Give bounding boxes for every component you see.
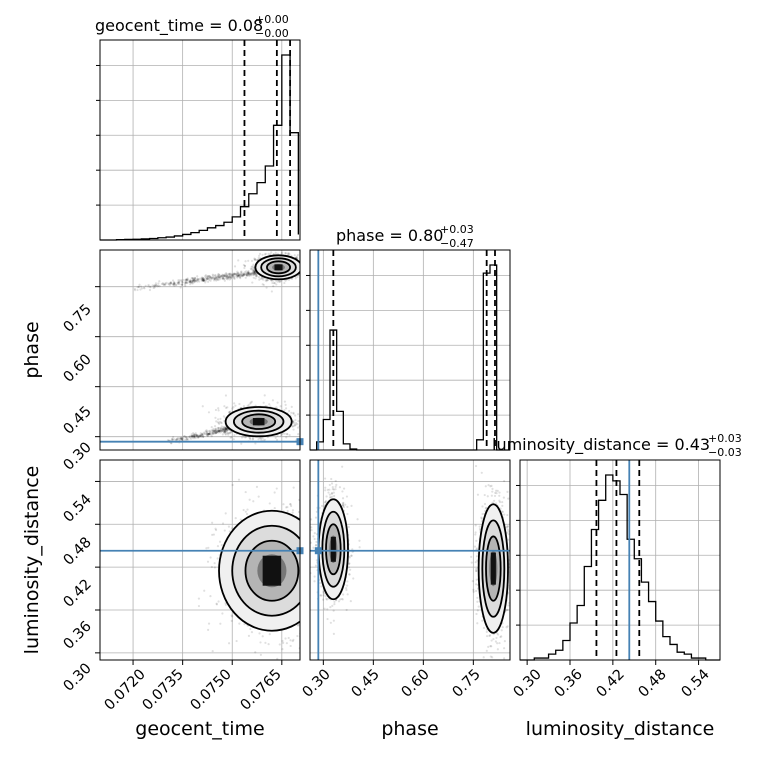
panels-layer: [95, 39, 721, 665]
panel-geocent-time-vs-luminosity-distance-mode-0-contour-1: [231, 524, 300, 617]
title-phase-plus: +0.03: [440, 223, 474, 236]
title-luminosity-distance-main: luminosity_distance = 0.43: [492, 435, 710, 455]
panel-phase-vs-luminosity-distance-mode-1-contour-2: [485, 535, 502, 602]
title-phase-main: phase = 0.80: [336, 226, 443, 245]
y-tick-label-phase-1: 0.45: [61, 404, 95, 438]
x-tick-label-geocent-time-2: 0.0750: [188, 667, 235, 714]
x-tick-label-luminosity-distance-1: 0.36: [552, 667, 586, 701]
y-tick-label-luminosity-distance-4: 0.54: [61, 492, 95, 526]
panel-geocent-time-vs-phase-mode-1-contour-1: [232, 409, 285, 434]
hist-phase-frame: [309, 249, 511, 451]
panel-phase-vs-luminosity-distance-mode-1-peak: [490, 552, 496, 585]
title-geocent-time-minus: −0.00: [255, 27, 289, 40]
panel-phase-vs-luminosity-distance-mode-0-contour-1: [321, 510, 346, 588]
hist-geocent-time-frame: [99, 39, 301, 241]
panel-phase-vs-luminosity-distance-frame: [309, 459, 511, 661]
hist-phase-steps: [310, 264, 510, 451]
panel-geocent-time-vs-phase-mode-0-contour-1: [260, 257, 297, 278]
panel-geocent-time-vs-phase-mode-1-contour-2: [241, 413, 277, 430]
panel-geocent-time-vs-luminosity-distance-mode-0-contour-2: [244, 539, 300, 602]
panel-geocent-time-vs-luminosity-distance-content: [197, 478, 300, 660]
title-phase-minus: −0.47: [440, 237, 474, 250]
x-axis-label-luminosity-distance: luminosity_distance: [526, 718, 715, 740]
y-tick-label-luminosity-distance-0: 0.30: [61, 661, 95, 695]
y-tick-label-phase-2: 0.60: [61, 352, 95, 386]
panel-phase-vs-luminosity-distance-mode-1-contour-0: [477, 503, 509, 634]
panel-geocent-time-vs-phase-mode-1-contour-0: [224, 406, 293, 438]
x-axis-label-phase: phase: [381, 718, 438, 740]
x-tick-label-geocent-time-0: 0.0720: [102, 667, 149, 714]
panel-geocent-time-vs-phase-content: [133, 251, 300, 445]
panel-phase-vs-luminosity-distance-mode-0-peak: [330, 536, 336, 562]
y-tick-label-luminosity-distance-1: 0.36: [61, 619, 95, 653]
x-tick-label-phase-3: 0.75: [450, 667, 484, 701]
hist-geocent-time-steps: [100, 54, 299, 241]
title-luminosity-distance-minus: −0.03: [708, 446, 742, 459]
x-tick-label-phase-2: 0.60: [399, 667, 433, 701]
x-tick-label-phase-1: 0.45: [349, 667, 383, 701]
y-tick-label-luminosity-distance-2: 0.42: [61, 577, 95, 611]
y-tick-label-phase-0: 0.30: [61, 440, 95, 474]
panel-geocent-time-vs-luminosity-distance-mode-0-contour-0: [218, 509, 300, 632]
title-geocent-time-main: geocent_time = 0.08: [95, 16, 263, 36]
panel-geocent-time-vs-phase-frame: [99, 249, 301, 451]
panel-phase-vs-luminosity-distance-content: [310, 464, 510, 660]
hist-luminosity-distance-steps: [520, 474, 720, 661]
x-tick-label-phase-0: 0.30: [300, 667, 334, 701]
title-luminosity-distance-plus: +0.03: [708, 432, 742, 445]
x-tick-label-geocent-time-3: 0.0765: [238, 667, 285, 714]
x-tick-label-geocent-time-1: 0.0735: [140, 667, 187, 714]
panel-phase-vs-luminosity-distance-mode-0-contour-2: [325, 523, 342, 576]
x-tick-label-luminosity-distance-3: 0.48: [636, 667, 670, 701]
panel-geocent-time-vs-phase-mode-0-contour-2: [266, 260, 291, 275]
x-tick-label-luminosity-distance-4: 0.54: [679, 667, 713, 701]
y-axis-label-phase: phase: [21, 321, 43, 378]
panel-phase-vs-luminosity-distance-truth-marker: [314, 547, 322, 555]
panel-geocent-time-vs-luminosity-distance-frame: [99, 459, 301, 661]
x-tick-label-luminosity-distance-2: 0.42: [594, 667, 628, 701]
panel-geocent-time-vs-phase-mode-0-peak: [274, 264, 283, 271]
y-tick-label-phase-3: 0.75: [61, 302, 95, 336]
title-geocent-time-plus: +0.00: [255, 13, 289, 26]
panel-geocent-time-vs-phase-mode-0-contour-0: [254, 254, 300, 281]
y-axis-label-luminosity-distance: luminosity_distance: [21, 466, 43, 655]
x-axis-label-geocent-time: geocent_time: [135, 718, 264, 740]
title-phase: phase = 0.80 +0.03 −0.47: [336, 223, 474, 250]
labels-layer: geocent_time = 0.08 +0.00 −0.00 phase = …: [21, 13, 742, 740]
y-tick-label-luminosity-distance-3: 0.48: [61, 535, 95, 569]
x-tick-label-luminosity-distance-0: 0.30: [511, 667, 545, 701]
grid-layer: [100, 40, 720, 660]
panel-geocent-time-vs-phase-mode-1-peak: [252, 418, 265, 426]
panel-geocent-time-vs-luminosity-distance-mode-0-peak: [262, 555, 282, 586]
title-luminosity-distance: luminosity_distance = 0.43 +0.03 −0.03: [492, 432, 742, 459]
panel-phase-vs-luminosity-distance-mode-1-contour-1: [481, 519, 506, 618]
title-geocent-time: geocent_time = 0.08 +0.00 −0.00: [95, 13, 289, 40]
hist-luminosity-distance-frame: [519, 459, 721, 661]
